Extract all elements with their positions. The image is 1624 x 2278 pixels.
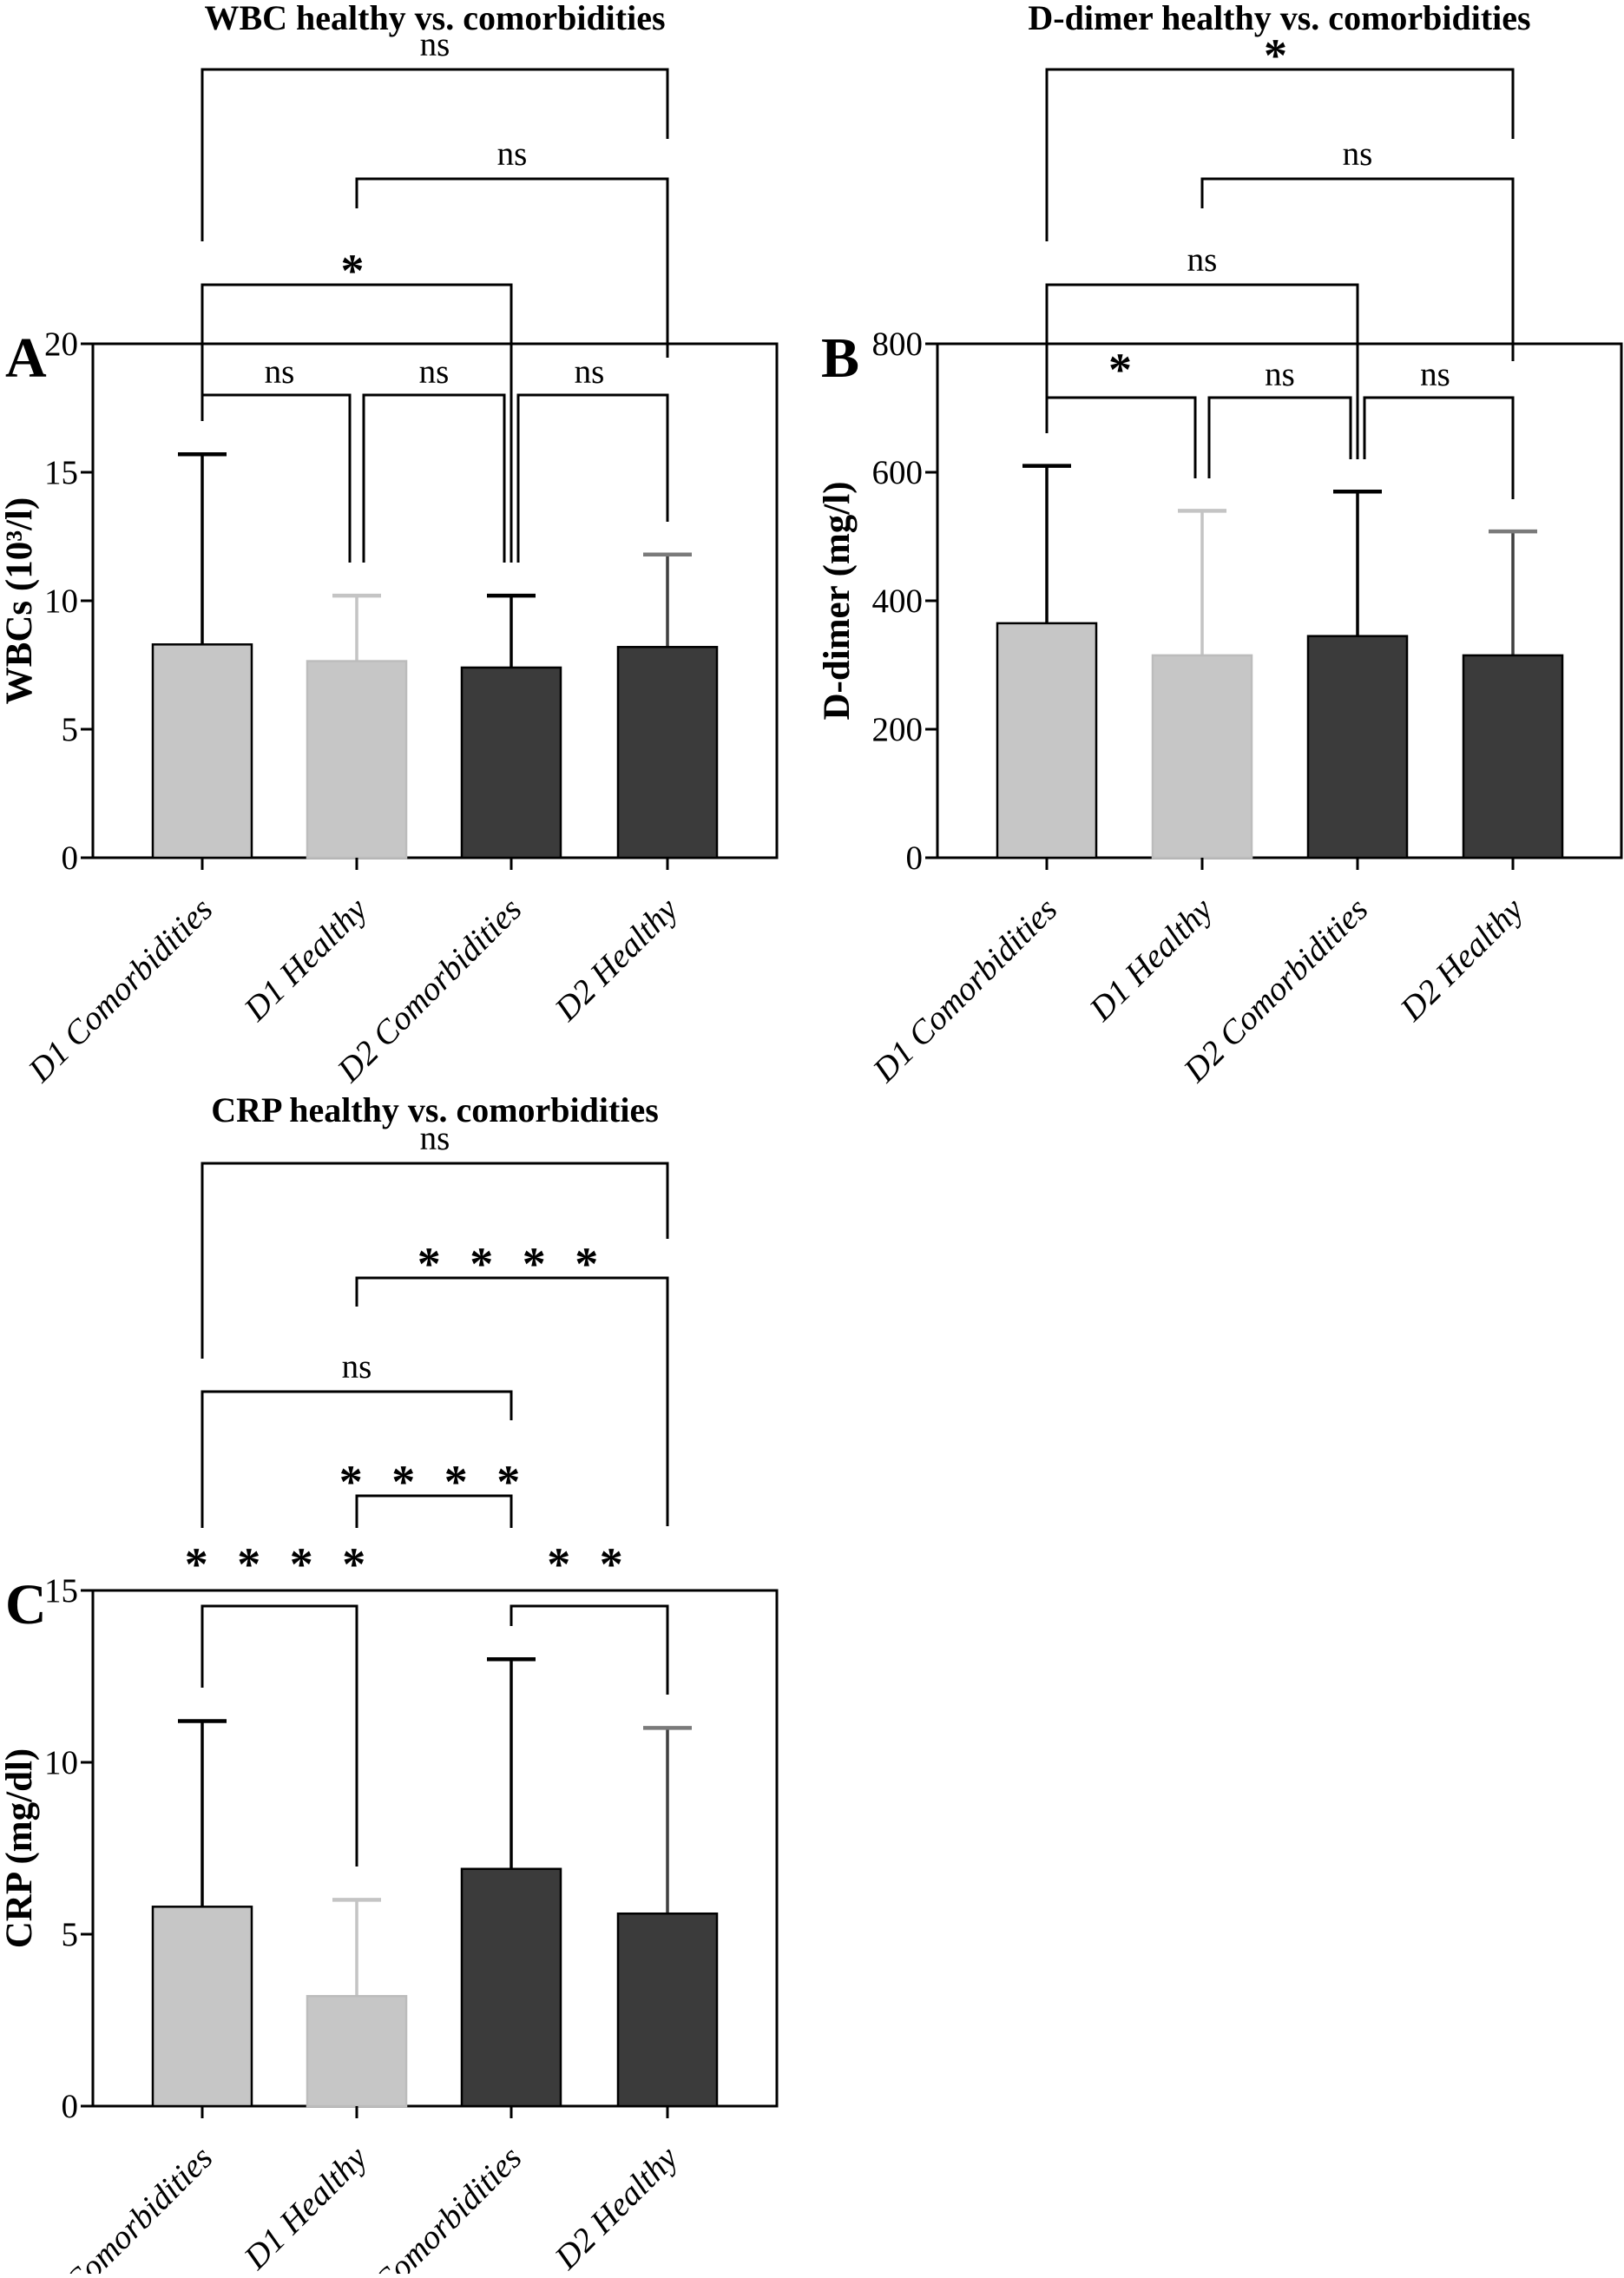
panel-a-y-tick-label: 5 <box>62 711 79 748</box>
panel-b-letter: B <box>821 326 859 390</box>
panel-a-letter: A <box>5 326 47 390</box>
panel-b-sig-above-label-2: ns <box>1187 241 1218 279</box>
panel-b-sig-above-bracket-1 <box>1200 177 1515 361</box>
panel-b-sig-above-label-1: ns <box>1343 135 1373 173</box>
panel-b-sig-inner-bracket-1 <box>1207 396 1352 478</box>
panel-a-sig-above-bracket-0 <box>201 68 669 241</box>
panel-b-y-tick-label: 800 <box>872 326 924 363</box>
panel-a-y-axis-title: WBCs (10³/l) <box>0 497 40 705</box>
panel-b-y-tick-label: 600 <box>872 454 924 491</box>
panel-c-title: CRP healthy vs. comorbidities <box>211 1090 659 1129</box>
panel-a-bar-d1-comorbidities <box>151 643 253 859</box>
panel-b-title: D-dimer healthy vs. comorbidities <box>1028 0 1530 37</box>
panel-c-sig-above-label-0: ns <box>420 1120 450 1157</box>
panel-a-y-tick-label: 10 <box>44 583 78 620</box>
panel-b-sig-inner-bracket-2 <box>1363 396 1515 499</box>
panel-b-sig-inner-label-1: ns <box>1265 356 1295 393</box>
panel-a-sig-above-bracket-1 <box>355 177 669 358</box>
panel-c-plot-box <box>91 1589 779 2108</box>
panel-c-bar-d1-healthy <box>306 1995 408 2108</box>
panel-c-sig-inner-label-0: * * * * <box>185 1538 375 1590</box>
panel-b-y-tick-label: 200 <box>872 711 924 748</box>
panel-a-bar-d1-healthy <box>306 660 408 859</box>
panel-b-sig-above-bracket-0 <box>1045 68 1515 241</box>
panel-c-sig-above-bracket-0 <box>201 1162 669 1359</box>
panel-b-y-axis-title: D-dimer (mg/l) <box>817 481 858 720</box>
panel-b-sig-inner-label-0: * <box>1108 344 1141 396</box>
panel-c-y-tick-label: 15 <box>44 1572 78 1610</box>
panel-a-bar-d2-comorbidities <box>460 666 562 859</box>
panel-a-sig-above-label-1: ns <box>497 135 528 173</box>
panel-a-y-tick-label: 20 <box>44 326 78 363</box>
panel-c-y-axis-title: CRP (mg/dl) <box>0 1748 40 1949</box>
panel-a-sig-inner-bracket-2 <box>516 393 669 563</box>
panel-c-sig-above-label-1: * * * * <box>418 1238 608 1290</box>
panel-b-sig-inner-label-2: ns <box>1420 356 1450 393</box>
panel-c-sig-above-bracket-2 <box>201 1390 513 1528</box>
panel-c-sig-inner-bracket-1 <box>510 1604 669 1695</box>
panel-a-sig-inner-bracket-1 <box>362 393 506 563</box>
panel-b-y-tick-label: 0 <box>906 839 924 877</box>
panel-a-sig-above-label-0: ns <box>420 26 450 63</box>
panel-c-sig-inner-label-1: * * <box>547 1538 632 1590</box>
panel-c-sig-above-label-3: * * * * <box>339 1456 529 1508</box>
panel-c-sig-above-bracket-1 <box>355 1276 669 1526</box>
panel-c-bar-d2-comorbidities <box>460 1867 562 2108</box>
panel-c-letter: C <box>5 1573 47 1636</box>
panel-b-sig-above-label-0: * <box>1264 30 1296 82</box>
panel-a-y-tick-label: 15 <box>44 454 78 491</box>
panel-a-title: WBC healthy vs. comorbidities <box>204 0 665 37</box>
panel-c-bar-d2-healthy <box>616 1912 719 2108</box>
panel-a-sig-inner-label-2: ns <box>575 353 605 391</box>
panel-b-y-tick-label: 400 <box>872 583 924 620</box>
panel-a-sig-above-label-2: * <box>341 245 373 297</box>
panel-c-sig-above-bracket-3 <box>355 1494 513 1528</box>
panel-c-y-tick-label: 10 <box>44 1744 78 1781</box>
panel-b-bar-d1-comorbidities <box>996 622 1098 859</box>
panel-a-sig-inner-label-1: ns <box>419 353 450 391</box>
panel-b-bar-d2-healthy <box>1462 654 1564 859</box>
panel-a-sig-above-bracket-2 <box>201 283 513 563</box>
panel-b-bar-d1-healthy <box>1151 654 1253 859</box>
panel-c-sig-inner-bracket-0 <box>201 1604 358 1867</box>
panel-c-sig-above-label-2: ns <box>342 1348 372 1386</box>
panel-b-bar-d2-comorbidities <box>1306 635 1409 859</box>
panel-c-y-tick-label: 0 <box>62 2088 79 2125</box>
panel-b-sig-above-bracket-2 <box>1045 283 1359 459</box>
panel-c-y-tick-label: 5 <box>62 1916 79 1953</box>
panel-c-bar-d1-comorbidities <box>151 1906 253 2108</box>
panel-a-bar-d2-healthy <box>616 646 719 859</box>
panel-a-y-tick-label: 0 <box>62 839 79 877</box>
panel-a-sig-inner-label-0: ns <box>265 353 295 391</box>
